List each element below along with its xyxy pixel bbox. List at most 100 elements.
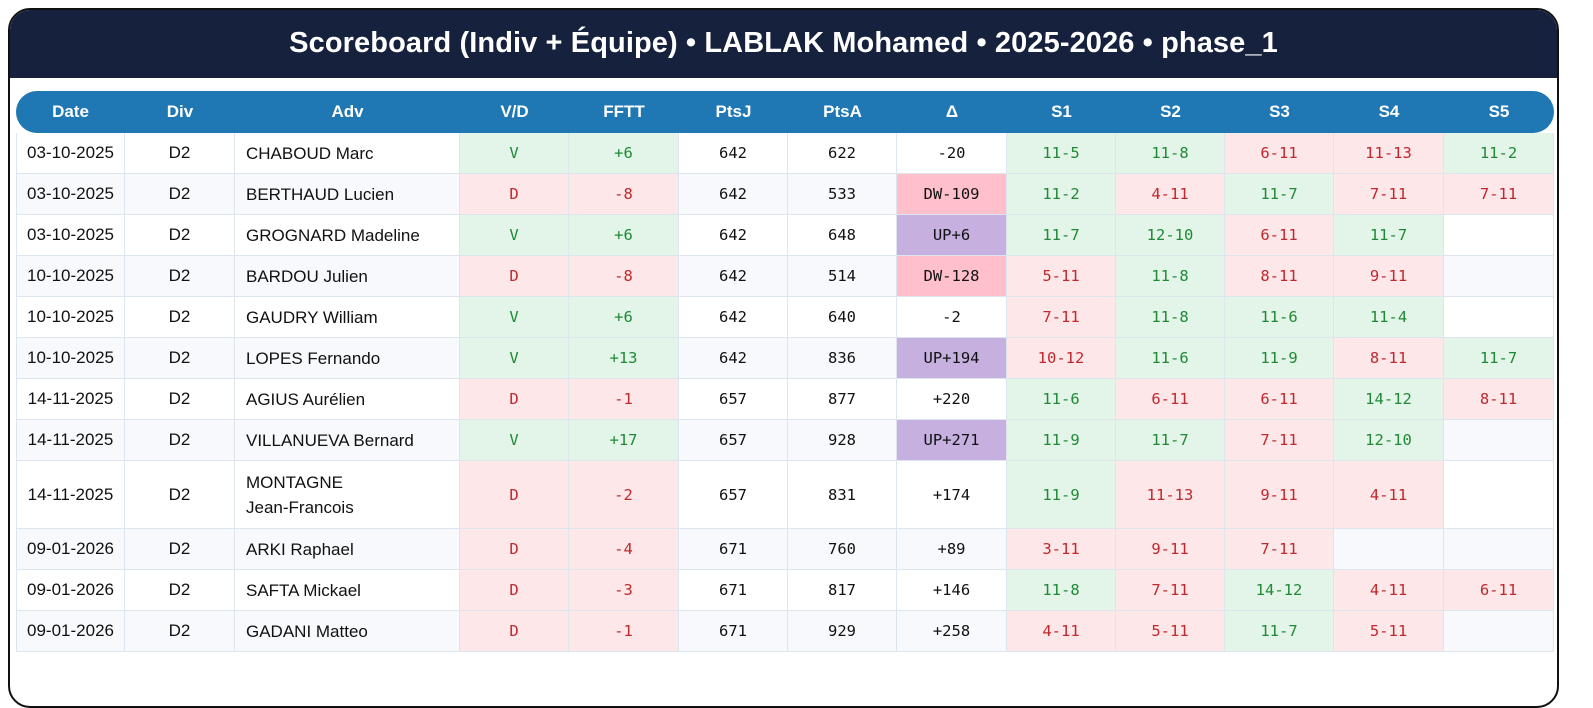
cell-ptsj: 671 bbox=[679, 570, 788, 611]
column-header-s5[interactable]: S5 bbox=[1444, 91, 1554, 133]
cell-set-1: 11-8 bbox=[1007, 570, 1116, 611]
column-header-div[interactable]: Div bbox=[125, 91, 235, 133]
cell-delta: UP+194 bbox=[897, 338, 1007, 379]
table-row[interactable]: 14-11-2025 D2 VILLANUEVA Bernard V +17 657 928… bbox=[16, 420, 1554, 461]
table-row[interactable]: 09-01-2026 D2 GADANI Matteo D -1 671 929 +258 4-… bbox=[16, 611, 1554, 652]
cell-date: 03-10-2025 bbox=[16, 174, 125, 215]
cell-result: D bbox=[460, 461, 569, 529]
cell-set-2: 5-11 bbox=[1116, 611, 1225, 652]
cell-fftt: +17 bbox=[569, 420, 679, 461]
cell-set-4: 4-11 bbox=[1334, 570, 1444, 611]
cell-set-4: 11-4 bbox=[1334, 297, 1444, 338]
column-header-s2[interactable]: S2 bbox=[1116, 91, 1225, 133]
column-header-s4[interactable]: S4 bbox=[1334, 91, 1444, 133]
column-header-s3[interactable]: S3 bbox=[1225, 91, 1334, 133]
table-row[interactable]: 10-10-2025 D2 LOPES Fernando V +13 642 836 UP+1… bbox=[16, 338, 1554, 379]
cell-adv: ARKI Raphael bbox=[235, 529, 460, 570]
cell-fftt: -1 bbox=[569, 379, 679, 420]
cell-adv: GADANI Matteo bbox=[235, 611, 460, 652]
cell-ptsa: 640 bbox=[788, 297, 897, 338]
cell-delta: -20 bbox=[897, 133, 1007, 174]
cell-div: D2 bbox=[125, 174, 235, 215]
cell-ptsa: 622 bbox=[788, 133, 897, 174]
table-row[interactable]: 03-10-2025 D2 BERTHAUD Lucien D -8 642 533 DW-1… bbox=[16, 174, 1554, 215]
cell-result: D bbox=[460, 174, 569, 215]
cell-set-1: 5-11 bbox=[1007, 256, 1116, 297]
column-header-fftt[interactable]: FFTT bbox=[569, 91, 679, 133]
cell-div: D2 bbox=[125, 297, 235, 338]
cell-ptsj: 642 bbox=[679, 297, 788, 338]
cell-set-1: 7-11 bbox=[1007, 297, 1116, 338]
cell-set-5 bbox=[1444, 420, 1554, 461]
cell-date: 14-11-2025 bbox=[16, 420, 125, 461]
cell-result: V bbox=[460, 338, 569, 379]
cell-result: V bbox=[460, 420, 569, 461]
cell-delta: DW-128 bbox=[897, 256, 1007, 297]
column-header-s1[interactable]: S1 bbox=[1007, 91, 1116, 133]
table-row[interactable]: 14-11-2025 D2 MONTAGNE Jean-Francois D -2 657 8… bbox=[16, 461, 1554, 529]
cell-ptsa: 929 bbox=[788, 611, 897, 652]
cell-set-4: 11-13 bbox=[1334, 133, 1444, 174]
cell-date: 09-01-2026 bbox=[16, 570, 125, 611]
cell-set-1: 3-11 bbox=[1007, 529, 1116, 570]
cell-set-1: 11-9 bbox=[1007, 420, 1116, 461]
table-row[interactable]: 14-11-2025 D2 AGIUS Aurélien D -1 657 877 +220 1… bbox=[16, 379, 1554, 420]
cell-ptsa: 648 bbox=[788, 215, 897, 256]
cell-set-1: 11-5 bbox=[1007, 133, 1116, 174]
table-row[interactable]: 03-10-2025 D2 CHABOUD Marc V +6 642 622 -20 11-5… bbox=[16, 133, 1554, 174]
cell-ptsj: 657 bbox=[679, 461, 788, 529]
cell-set-5: 8-11 bbox=[1444, 379, 1554, 420]
cell-div: D2 bbox=[125, 338, 235, 379]
column-header-adv[interactable]: Adv bbox=[235, 91, 460, 133]
cell-set-5 bbox=[1444, 297, 1554, 338]
cell-set-3: 7-11 bbox=[1225, 420, 1334, 461]
cell-result: D bbox=[460, 611, 569, 652]
column-header-delta[interactable]: Δ bbox=[897, 91, 1007, 133]
cell-set-2: 11-8 bbox=[1116, 133, 1225, 174]
cell-delta: DW-109 bbox=[897, 174, 1007, 215]
cell-ptsj: 642 bbox=[679, 133, 788, 174]
cell-adv: SAFTA Mickael bbox=[235, 570, 460, 611]
cell-set-5: 6-11 bbox=[1444, 570, 1554, 611]
cell-div: D2 bbox=[125, 256, 235, 297]
cell-ptsa: 533 bbox=[788, 174, 897, 215]
cell-set-5: 7-11 bbox=[1444, 174, 1554, 215]
cell-set-1: 4-11 bbox=[1007, 611, 1116, 652]
cell-set-1: 11-2 bbox=[1007, 174, 1116, 215]
cell-result: D bbox=[460, 529, 569, 570]
cell-set-4: 9-11 bbox=[1334, 256, 1444, 297]
cell-set-3: 11-9 bbox=[1225, 338, 1334, 379]
column-header-ptsj[interactable]: PtsJ bbox=[679, 91, 788, 133]
cell-result: V bbox=[460, 133, 569, 174]
table-row[interactable]: 03-10-2025 D2 GROGNARD Madeline V +6 642 648 UP… bbox=[16, 215, 1554, 256]
cell-set-5: 11-2 bbox=[1444, 133, 1554, 174]
cell-set-2: 7-11 bbox=[1116, 570, 1225, 611]
cell-fftt: -2 bbox=[569, 461, 679, 529]
cell-set-2: 12-10 bbox=[1116, 215, 1225, 256]
cell-fftt: +13 bbox=[569, 338, 679, 379]
cell-div: D2 bbox=[125, 529, 235, 570]
cell-set-3: 6-11 bbox=[1225, 133, 1334, 174]
page-title: Scoreboard (Indiv + Équipe) • LABLAK Moh… bbox=[289, 26, 1278, 59]
table-row[interactable]: 10-10-2025 D2 BARDOU Julien D -8 642 514 DW-128… bbox=[16, 256, 1554, 297]
cell-set-3: 11-7 bbox=[1225, 611, 1334, 652]
cell-set-2: 11-13 bbox=[1116, 461, 1225, 529]
cell-set-3: 7-11 bbox=[1225, 529, 1334, 570]
cell-div: D2 bbox=[125, 133, 235, 174]
cell-set-3: 9-11 bbox=[1225, 461, 1334, 529]
cell-result: D bbox=[460, 379, 569, 420]
column-header-vd[interactable]: V/D bbox=[460, 91, 569, 133]
cell-adv: LOPES Fernando bbox=[235, 338, 460, 379]
cell-ptsj: 642 bbox=[679, 174, 788, 215]
cell-ptsj: 657 bbox=[679, 379, 788, 420]
column-header-ptsa[interactable]: PtsA bbox=[788, 91, 897, 133]
column-header-date[interactable]: Date bbox=[16, 91, 125, 133]
cell-result: V bbox=[460, 297, 569, 338]
table-row[interactable]: 09-01-2026 D2 ARKI Raphael D -4 671 760 +89 3-11… bbox=[16, 529, 1554, 570]
table-row[interactable]: 10-10-2025 D2 GAUDRY William V +6 642 640 -2 7-1… bbox=[16, 297, 1554, 338]
table-row[interactable]: 09-01-2026 D2 SAFTA Mickael D -3 671 817 +146 11… bbox=[16, 570, 1554, 611]
scoreboard-frame: Scoreboard (Indiv + Équipe) • LABLAK Moh… bbox=[8, 8, 1559, 708]
cell-delta: -2 bbox=[897, 297, 1007, 338]
cell-date: 09-01-2026 bbox=[16, 611, 125, 652]
cell-date: 03-10-2025 bbox=[16, 133, 125, 174]
